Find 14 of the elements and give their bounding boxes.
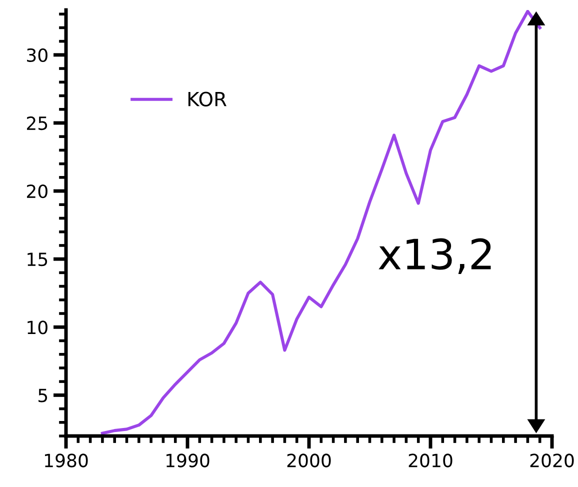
x-tick-label: 2000 — [287, 454, 331, 468]
x-tick-label: 2010 — [408, 454, 452, 468]
x-tick-label: 1980 — [45, 454, 88, 468]
y-tick-label: 15 — [28, 252, 48, 266]
y-tick-label: 5 — [38, 388, 48, 402]
x-tick-label: 1990 — [166, 454, 210, 468]
annotation: x13,2 — [378, 238, 491, 274]
y-tick-label: 25 — [26, 116, 48, 130]
legend-label: KOR — [188, 92, 226, 106]
y-tick-label: 20 — [26, 184, 48, 198]
y-tick-label: 30 — [27, 48, 48, 62]
y-tick-label: 10 — [28, 320, 48, 334]
x-tick-label: 2020 — [530, 454, 574, 468]
line-series — [100, 10, 542, 435]
